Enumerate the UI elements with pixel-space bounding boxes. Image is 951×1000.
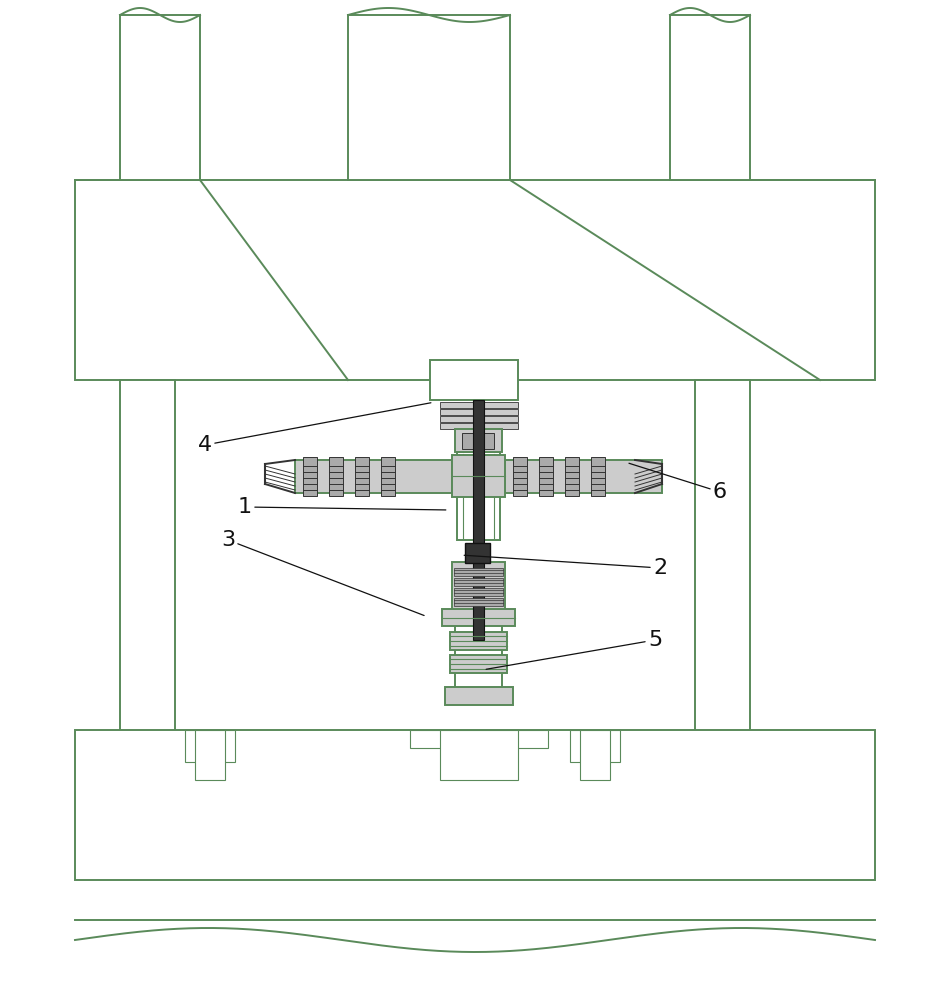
Bar bbox=[329, 457, 343, 496]
Bar bbox=[410, 730, 548, 748]
Bar bbox=[440, 416, 518, 422]
Bar bbox=[462, 433, 476, 449]
Bar bbox=[455, 429, 502, 452]
Bar bbox=[480, 433, 494, 449]
Text: 4: 4 bbox=[198, 403, 431, 455]
Bar bbox=[295, 460, 452, 493]
Bar bbox=[120, 380, 175, 830]
Bar bbox=[570, 730, 620, 762]
Bar bbox=[75, 180, 875, 380]
Bar bbox=[670, 15, 750, 180]
Text: 3: 3 bbox=[221, 530, 424, 616]
Bar bbox=[465, 543, 490, 563]
Bar bbox=[440, 402, 518, 408]
Bar bbox=[455, 625, 502, 690]
Bar bbox=[452, 455, 505, 497]
Bar bbox=[454, 568, 503, 576]
Bar bbox=[454, 578, 503, 586]
Bar bbox=[445, 687, 513, 705]
Text: 6: 6 bbox=[629, 463, 728, 502]
Bar bbox=[513, 457, 527, 496]
Text: 2: 2 bbox=[464, 555, 667, 578]
Bar bbox=[473, 400, 484, 640]
Bar bbox=[452, 562, 505, 610]
Bar bbox=[440, 423, 518, 429]
Bar bbox=[195, 730, 225, 780]
Bar bbox=[580, 730, 610, 780]
Bar bbox=[454, 588, 503, 596]
Text: 5: 5 bbox=[486, 630, 662, 669]
Bar bbox=[348, 15, 510, 180]
Bar bbox=[355, 457, 369, 496]
Bar bbox=[440, 730, 518, 780]
Bar bbox=[565, 457, 579, 496]
Bar bbox=[381, 457, 395, 496]
Bar bbox=[505, 460, 662, 493]
Bar bbox=[430, 360, 518, 400]
Bar bbox=[120, 15, 200, 180]
Bar bbox=[539, 457, 553, 496]
Bar bbox=[450, 632, 507, 650]
Bar bbox=[450, 655, 507, 673]
Bar bbox=[75, 730, 875, 880]
Bar bbox=[442, 609, 515, 626]
Bar bbox=[454, 598, 503, 606]
Text: 1: 1 bbox=[238, 497, 446, 517]
Bar bbox=[185, 730, 235, 762]
Bar bbox=[695, 380, 750, 830]
Bar bbox=[457, 452, 500, 540]
Bar bbox=[440, 409, 518, 415]
Bar bbox=[303, 457, 317, 496]
Bar bbox=[591, 457, 605, 496]
